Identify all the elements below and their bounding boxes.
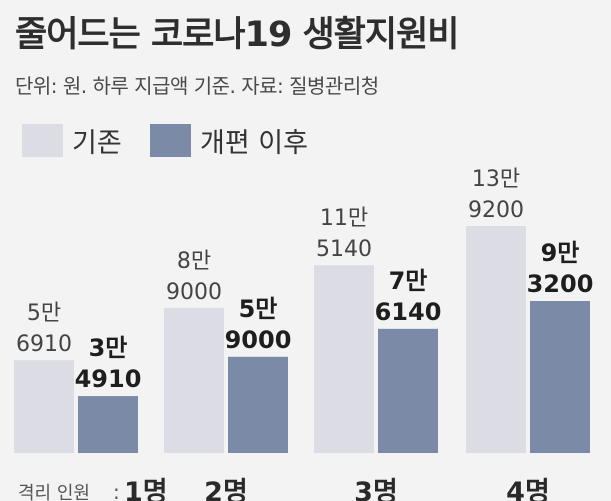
data-label-after-2-1: 5만 (239, 295, 278, 323)
data-label-after-2-2: 9000 (225, 326, 292, 354)
data-label-before-2-2: 9000 (166, 280, 222, 305)
legend-label-before: 기존 (72, 127, 122, 159)
data-label-after-1-1: 3만 (89, 334, 128, 362)
data-label-before-1-2: 6910 (16, 332, 72, 357)
data-label-after-1-2: 4910 (75, 365, 142, 393)
category-label-3: 3명 (354, 477, 398, 501)
data-label-after-3-2: 6140 (375, 298, 442, 326)
legend-label-after: 개편 이후 (200, 127, 308, 159)
data-label-before-3-1: 11만 (320, 206, 368, 231)
bar-after-2 (228, 356, 288, 453)
category-label-1: 1명 (124, 477, 168, 501)
category-label-2: 2명 (204, 477, 248, 501)
category-label-4: 4명 (506, 477, 550, 501)
data-label-before-4-2: 9200 (468, 198, 524, 223)
data-label-after-3-1: 7만 (389, 267, 428, 295)
data-label-before-2-1: 8만 (177, 249, 211, 274)
data-label-before-1-1: 5만 (27, 301, 61, 326)
legend-swatch-after (150, 123, 191, 157)
x-axis-label-colon: : (113, 480, 120, 501)
bar-after-3 (378, 328, 438, 453)
bar-after-1 (78, 396, 138, 453)
data-label-before-4-1: 13만 (472, 167, 520, 192)
bar-after-4 (530, 301, 590, 453)
bar-before-3 (314, 265, 374, 453)
data-label-after-4-1: 9만 (541, 239, 580, 267)
chart-subtitle: 단위: 원. 하루 지급액 기준. 자료: 질병관리청 (15, 74, 379, 98)
chart-title: 줄어드는 코로나19 생활지원비 (15, 15, 459, 55)
legend-item-before: 기존 (22, 120, 122, 160)
data-label-before-3-2: 5140 (316, 237, 372, 262)
x-axis-label: 격리 인원 (18, 483, 90, 501)
bar-before-4 (466, 226, 526, 453)
bar-before-1 (14, 360, 74, 453)
legend-item-after: 개편 이후 (150, 120, 308, 160)
bar-before-2 (164, 307, 224, 453)
legend-swatch-before (22, 123, 63, 157)
data-label-after-4-2: 3200 (527, 270, 594, 298)
